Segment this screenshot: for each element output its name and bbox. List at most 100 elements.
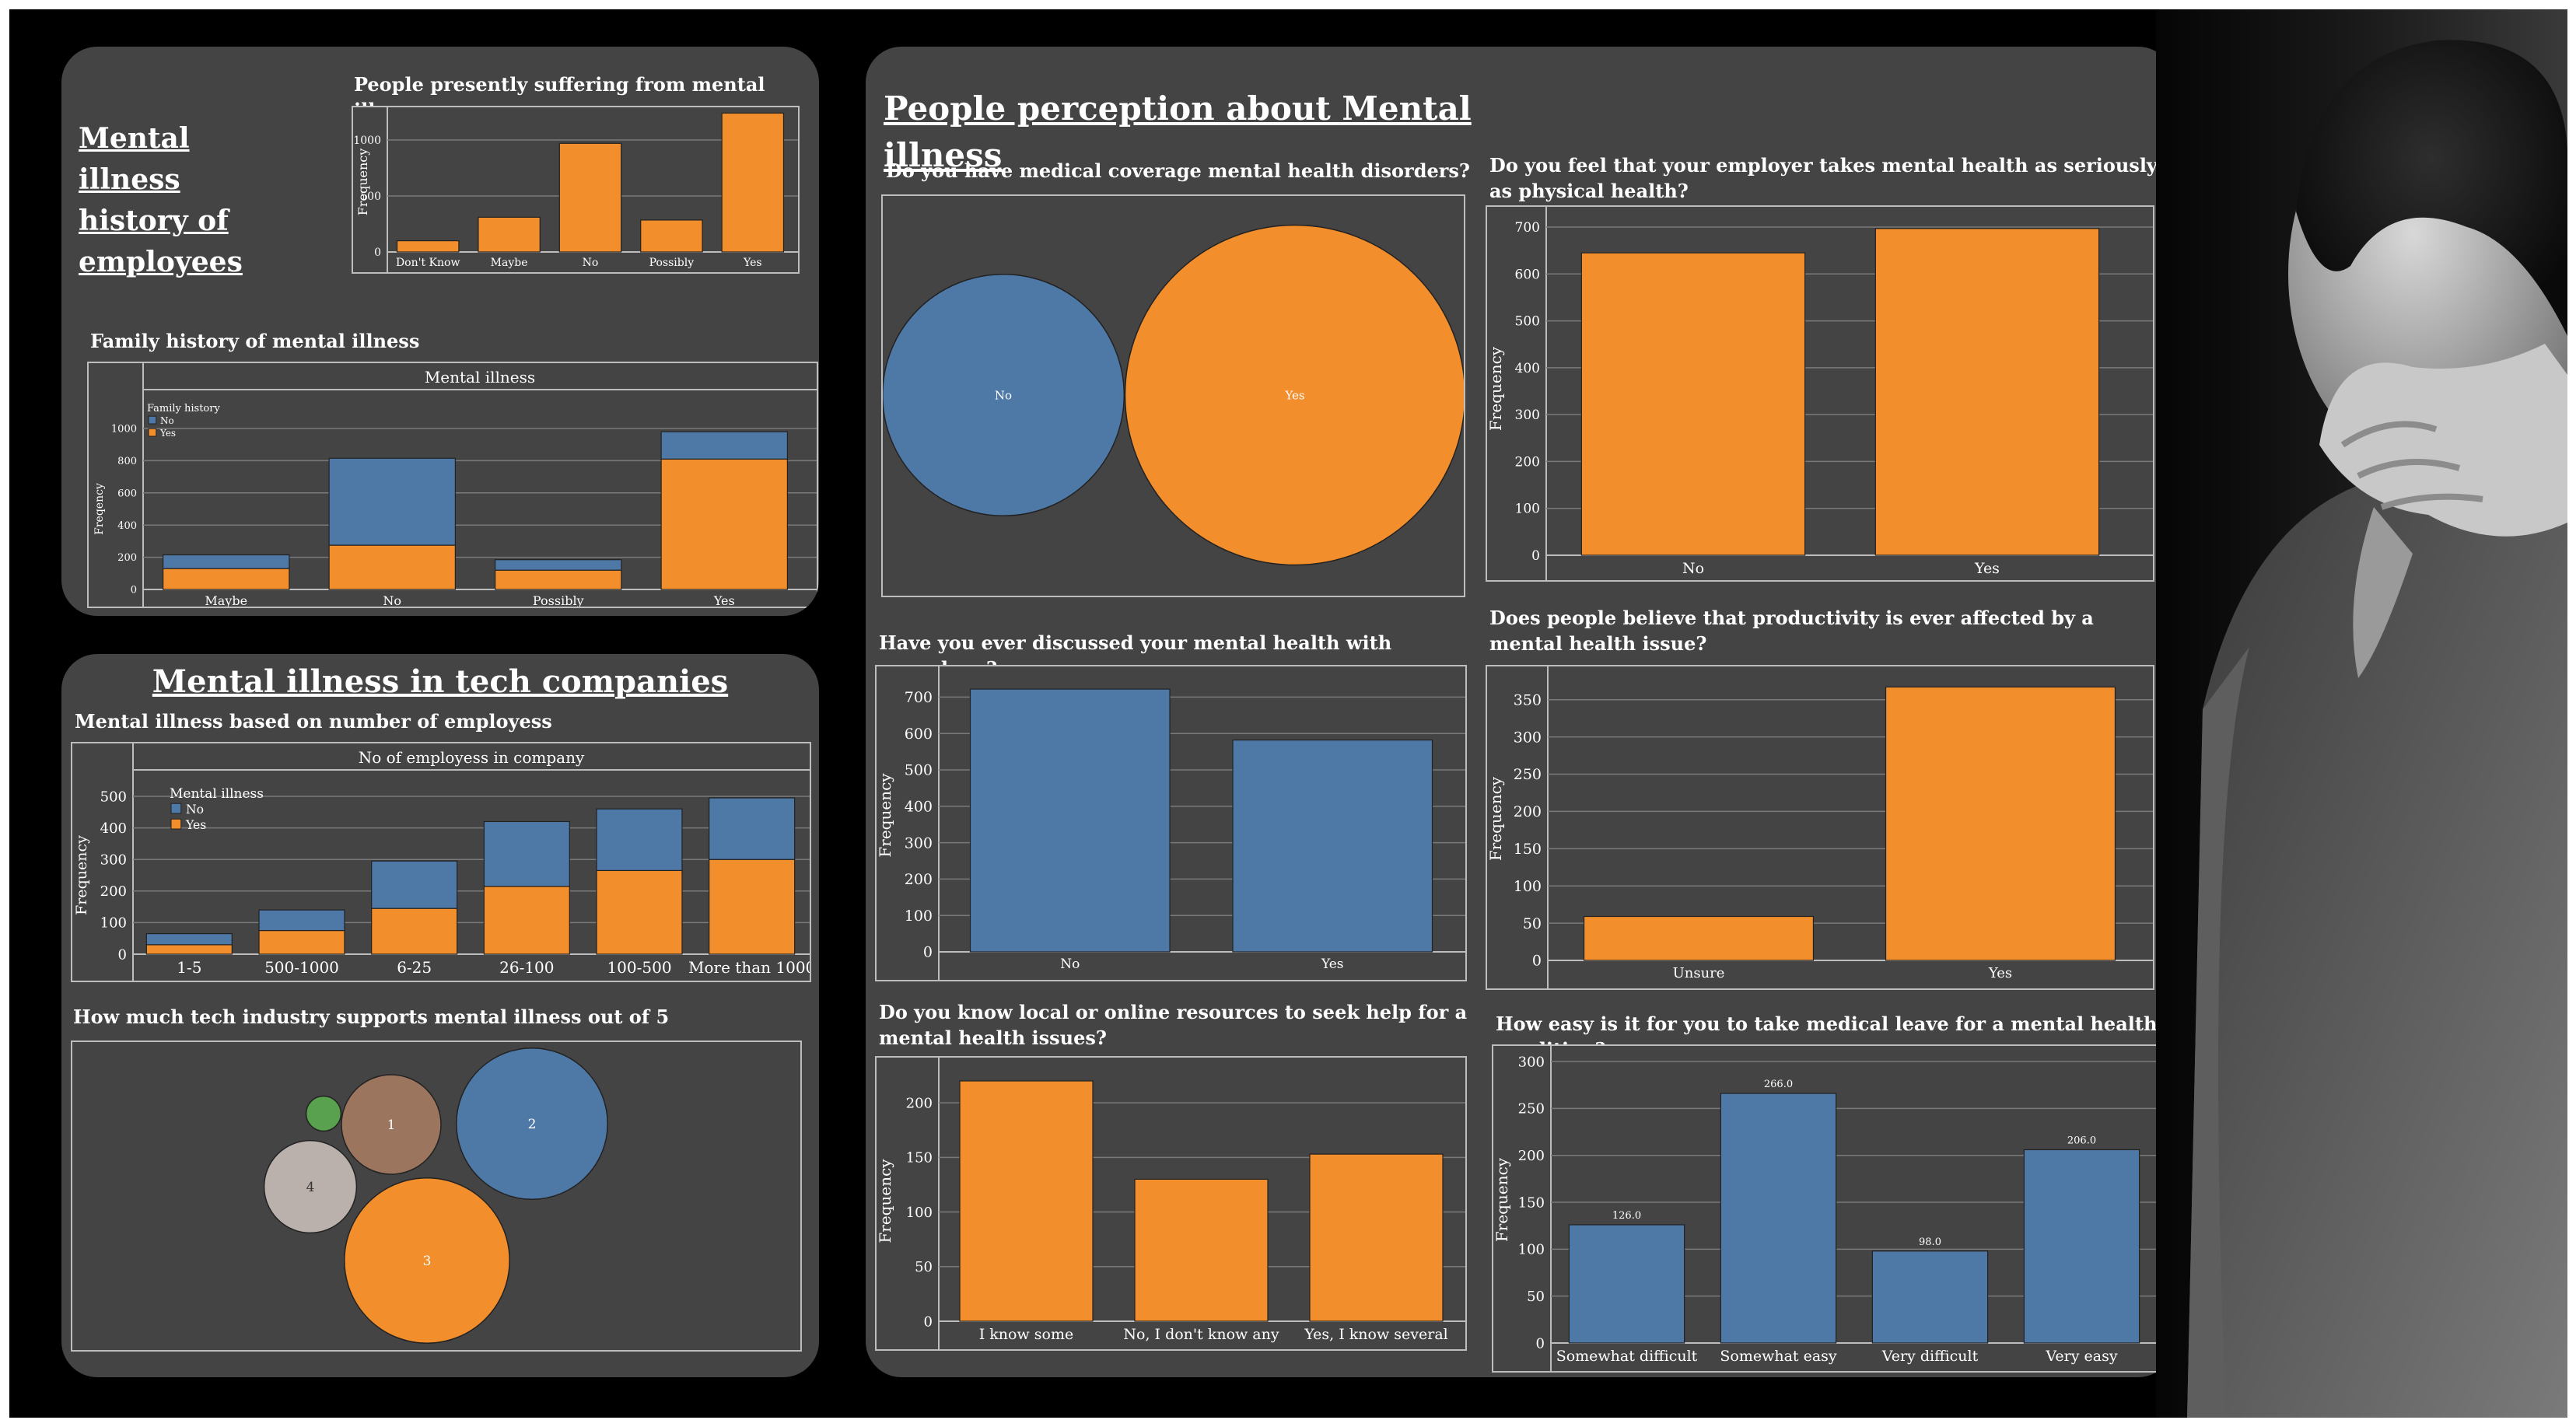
bar-yes xyxy=(495,569,622,590)
resources-chart-svg: 0 50 100 150 200 Frequency I know some No, I do… xyxy=(876,1058,1465,1349)
history-section-title: Mental illness history of employees xyxy=(79,122,243,278)
y-axis-label: Frequency xyxy=(1493,1157,1511,1242)
y-axis-label: Frequency xyxy=(1487,776,1505,861)
bar xyxy=(478,216,541,253)
y-tick-label: 100 xyxy=(100,915,127,932)
y-tick-label: 0 xyxy=(1531,548,1540,564)
y-tick-label: 200 xyxy=(1515,454,1540,470)
bar-no xyxy=(660,431,788,460)
tech-section-title: Mental illness in tech companies xyxy=(152,663,729,700)
y-tick-label: 0 xyxy=(1532,953,1542,970)
chart-header: Mental illness xyxy=(425,368,535,386)
bar xyxy=(721,112,785,253)
chart-employer: 0 100 200 300 400 500 600 700 Frequency No Yes xyxy=(1486,205,2154,582)
chart-coworkers: 0 100 200 300 400 500 600 700 Frequency No Yes xyxy=(875,665,1467,981)
bar-yes xyxy=(145,944,233,955)
y-tick-label: 100 xyxy=(1515,502,1540,517)
bubble xyxy=(305,1095,342,1132)
perception-section-title: People perception about Mental illness xyxy=(884,89,1472,174)
bubble xyxy=(456,1048,608,1200)
legend-swatch xyxy=(148,428,157,437)
bar-no xyxy=(145,933,233,946)
y-tick-label: 150 xyxy=(1514,841,1542,858)
legend-title: Mental illness xyxy=(170,786,264,802)
y-tick-label: 300 xyxy=(1514,729,1542,746)
y-tick-label: 50 xyxy=(1523,915,1542,932)
bar-yes xyxy=(163,568,290,590)
x-tick-label: No xyxy=(1682,560,1704,577)
chart-title-productivity: Does people believe that productivity is… xyxy=(1489,607,2094,655)
family-chart-svg: Mental illness 0 200 400 600 800 1000 Freqency M… xyxy=(93,363,817,608)
y-tick-label: 100 xyxy=(1518,1242,1545,1258)
bubble-label: No xyxy=(995,388,1012,402)
chart-header: No of employess in company xyxy=(359,748,585,767)
chart-title-resources: Do you know local or online resources to… xyxy=(879,1001,1468,1049)
y-tick-label: 150 xyxy=(1518,1194,1545,1211)
bar xyxy=(640,219,703,253)
y-tick-label: 150 xyxy=(906,1150,933,1166)
chart-leave: 0 50 100 150 200 250 300 Frequency 126.0 Somewhat… xyxy=(1492,1044,2161,1373)
chart-employees: No of employess in company 0 100 200 300 400 5… xyxy=(71,742,815,982)
x-tick-label: Yes xyxy=(1321,957,1344,972)
bar-no xyxy=(328,457,456,546)
y-tick-label: 700 xyxy=(1515,220,1540,236)
x-tick-label: Maybe xyxy=(205,593,247,607)
bubble-label: 4 xyxy=(306,1180,315,1195)
y-axis-label: Frequency xyxy=(877,773,894,858)
bar xyxy=(1134,1178,1269,1322)
legend-label: No xyxy=(160,415,174,426)
data-label: 98.0 xyxy=(1919,1236,1941,1248)
chart-title-coverage: Do you have medical coverage mental heal… xyxy=(886,159,1470,182)
x-tick-label: 500-1000 xyxy=(264,958,339,977)
coverage-chart-svg: No Yes xyxy=(881,224,1466,566)
y-tick-label: 300 xyxy=(1518,1054,1545,1070)
x-tick-label: Don't Know xyxy=(396,257,460,269)
bar xyxy=(969,688,1171,953)
y-axis-label: Frequency xyxy=(73,835,90,915)
y-tick-label: 600 xyxy=(905,726,933,743)
y-axis-label: Freqency xyxy=(93,483,106,535)
y-tick-label: 0 xyxy=(924,1313,933,1330)
bar-yes xyxy=(483,886,570,955)
data-label: 126.0 xyxy=(1612,1210,1641,1222)
y-tick-label: 200 xyxy=(1518,1148,1545,1164)
bubble-label: 2 xyxy=(528,1117,537,1132)
x-tick-label: Very easy xyxy=(2045,1348,2117,1365)
y-tick-label: 200 xyxy=(906,1095,933,1111)
y-tick-label: 300 xyxy=(1515,407,1540,423)
chart-present: 0 500 1000 Frequency Don't Know Maybe No Possib… xyxy=(352,106,800,274)
y-tick-label: 300 xyxy=(905,834,933,852)
legend-label: No xyxy=(186,802,204,817)
y-tick-label: 500 xyxy=(100,789,127,805)
productivity-chart-svg: 0 50 100 150 200 250 300 350 Frequency Unsure Yes xyxy=(1486,666,2153,988)
y-tick-label: 0 xyxy=(374,247,381,259)
data-label: 266.0 xyxy=(1764,1079,1793,1090)
x-tick-label: Yes xyxy=(743,257,762,269)
y-tick-label: 100 xyxy=(905,908,933,925)
x-tick-label: Very difficult xyxy=(1881,1348,1979,1365)
y-tick-label: 250 xyxy=(1518,1101,1545,1117)
y-tick-label: 1000 xyxy=(353,135,381,147)
history-panel: Mental illness history of employees Peop… xyxy=(61,47,819,616)
x-tick-label: More than 1000 xyxy=(688,958,810,977)
y-tick-label: 200 xyxy=(117,552,137,564)
bubble-label: 1 xyxy=(387,1117,396,1133)
bar xyxy=(1720,1093,1837,1344)
distressed-person-photo xyxy=(2156,9,2567,1418)
x-tick-label: 1-5 xyxy=(177,958,201,977)
chart-coverage: No Yes xyxy=(881,194,1466,597)
y-tick-label: 200 xyxy=(1514,803,1542,820)
x-tick-label: I know some xyxy=(979,1326,1074,1343)
bar-yes xyxy=(328,544,456,590)
chart-title-employer: Do you feel that your employer takes men… xyxy=(1489,154,2158,202)
bar-yes xyxy=(660,458,788,590)
bar-yes xyxy=(709,859,796,955)
y-tick-label: 0 xyxy=(131,585,137,596)
x-tick-label: Somewhat easy xyxy=(1720,1348,1837,1365)
x-tick-label: 26-100 xyxy=(499,958,554,977)
y-tick-label: 300 xyxy=(100,852,127,869)
bar-yes xyxy=(596,869,683,955)
bubble xyxy=(881,273,1125,517)
chart-family: Mental illness 0 200 400 600 800 1000 Freqency M… xyxy=(87,362,818,608)
y-axis-label: Frequency xyxy=(1487,346,1505,431)
